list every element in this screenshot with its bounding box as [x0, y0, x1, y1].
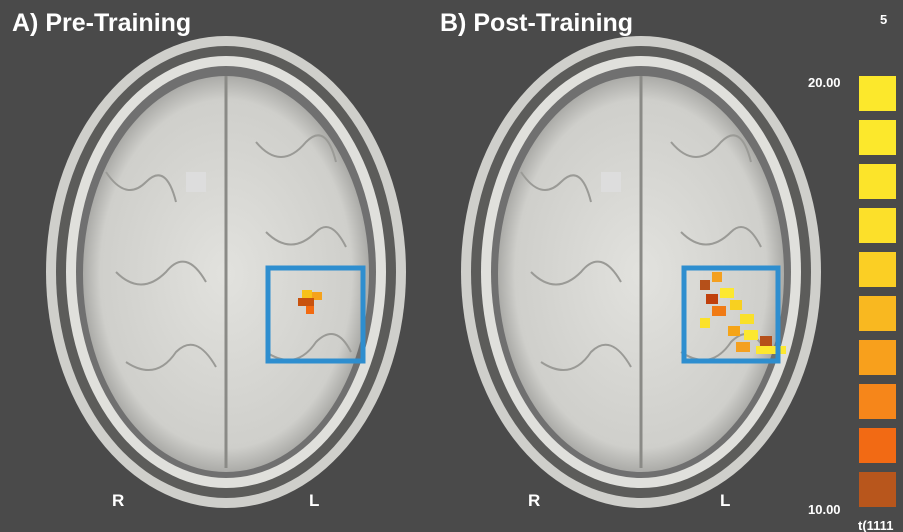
side-label: L [309, 491, 319, 510]
colorbar-min: 10.00 [808, 502, 841, 517]
colorbar-max: 20.00 [808, 75, 841, 90]
activation [298, 290, 322, 314]
roi-box [265, 265, 366, 364]
roi-box [681, 265, 781, 364]
panel-title: A) Pre-Training [12, 9, 191, 37]
panel-title: B) Post-Training [440, 9, 633, 37]
side-label: L [720, 491, 730, 510]
brain-scan [459, 34, 823, 510]
activation [700, 272, 786, 354]
side-label: R [528, 491, 540, 510]
colorbar-stat: t(1111 [858, 518, 893, 532]
corner-label: 5 [880, 12, 887, 27]
side-label: R [112, 491, 124, 510]
colorbar [859, 76, 896, 507]
brain-scan [44, 34, 408, 510]
